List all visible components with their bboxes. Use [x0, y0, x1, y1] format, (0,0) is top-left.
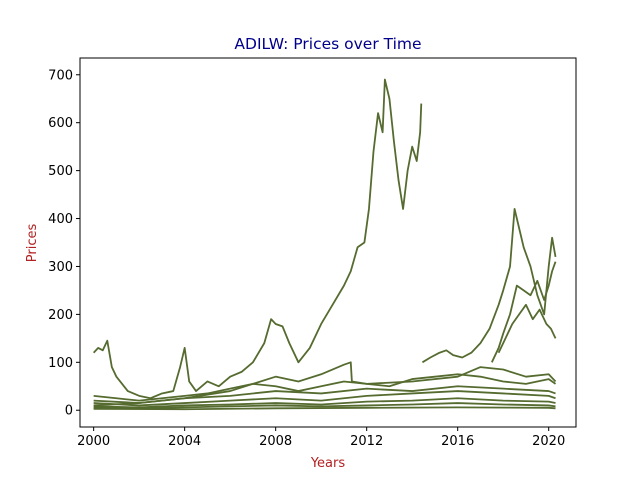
series-line-3	[497, 303, 557, 354]
x-tick-label: 2000	[77, 434, 110, 449]
y-tick-label: 0	[65, 404, 73, 419]
y-tick-label: 200	[48, 308, 73, 323]
y-axis: 0 100 200 300 400 500 600 700	[48, 68, 80, 419]
series-line-1	[421, 208, 557, 364]
series-line-5	[93, 373, 557, 402]
x-axis-label: Years	[310, 456, 346, 471]
x-tick-label: 2020	[532, 434, 565, 449]
series-line-7	[93, 390, 556, 407]
series-line-0	[92, 78, 423, 400]
series-layer	[92, 78, 557, 411]
y-tick-label: 700	[48, 68, 73, 83]
series-line-8	[93, 397, 556, 409]
plot-frame	[79, 57, 577, 428]
series-line-9	[93, 402, 556, 410]
y-tick-label: 100	[48, 356, 73, 371]
y-tick-label: 600	[48, 116, 73, 131]
x-tick-label: 2008	[259, 434, 292, 449]
series-line-10	[93, 406, 556, 411]
x-tick-label: 2016	[441, 434, 474, 449]
chart-title: ADILW: Prices over Time	[234, 35, 421, 53]
x-tick-label: 2004	[168, 434, 201, 449]
y-tick-label: 400	[48, 212, 73, 227]
series-line-4	[93, 361, 557, 407]
y-tick-label: 300	[48, 260, 73, 275]
y-tick-label: 500	[48, 164, 73, 179]
series-line-2	[491, 261, 557, 363]
y-axis-label: Prices	[25, 224, 40, 263]
series-line-6	[93, 385, 556, 404]
x-axis: 2000 2004 2008 2012 2016 2020	[77, 427, 565, 449]
x-tick-label: 2012	[350, 434, 383, 449]
